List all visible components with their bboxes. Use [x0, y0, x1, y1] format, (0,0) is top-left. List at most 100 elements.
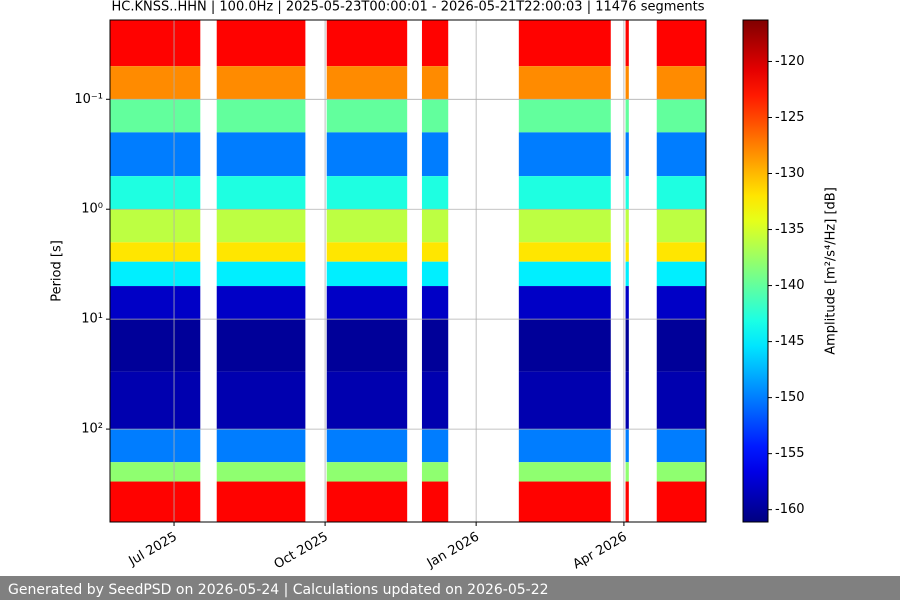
psd-cell — [656, 319, 706, 372]
psd-cell — [625, 481, 629, 522]
psd-cell — [110, 319, 201, 372]
psd-cell — [625, 132, 629, 177]
psd-cell — [518, 319, 611, 372]
psd-cell — [110, 286, 201, 320]
psd-cell — [216, 20, 306, 67]
psd-cell — [326, 20, 408, 67]
psd-cell — [656, 176, 706, 210]
psd-cell — [216, 242, 306, 262]
psd-cell — [421, 429, 449, 463]
psd-cell — [625, 20, 629, 67]
psd-cell — [421, 319, 449, 372]
psd-cell — [518, 66, 611, 100]
psd-cell — [518, 209, 611, 243]
psd-cell — [656, 20, 706, 67]
psd-cell — [216, 319, 306, 372]
psd-cell — [421, 371, 449, 430]
psd-cell — [216, 99, 306, 133]
psd-cell — [421, 176, 449, 210]
psd-cell — [110, 66, 201, 100]
psd-cell — [216, 66, 306, 100]
psd-cell — [518, 132, 611, 177]
psd-cell — [518, 462, 611, 482]
psd-cell — [656, 462, 706, 482]
footer-bar — [0, 576, 900, 600]
psd-cell — [656, 132, 706, 177]
psd-cell — [326, 66, 408, 100]
y-tick-label: 10⁰ — [81, 202, 103, 217]
psd-cell — [625, 261, 629, 287]
psd-cell — [326, 429, 408, 463]
psd-cell — [625, 462, 629, 482]
colorbar-tick-label: -150 — [775, 390, 805, 405]
colorbar-tick-label: -155 — [775, 446, 805, 461]
psd-cell — [421, 286, 449, 320]
psd-cell — [518, 286, 611, 320]
psd-cell — [518, 20, 611, 67]
psd-cell — [625, 66, 629, 100]
psd-cell — [326, 132, 408, 177]
psd-cell — [625, 429, 629, 463]
colorbar-tick-label: -125 — [775, 110, 805, 125]
psd-cell — [421, 261, 449, 287]
colorbar-tick-label: -160 — [775, 502, 805, 517]
y-tick-label: 10¹ — [81, 312, 103, 327]
psd-cell — [421, 209, 449, 243]
psd-cell — [421, 20, 449, 67]
colorbar-tick-label: -140 — [775, 278, 805, 293]
psd-cell — [656, 99, 706, 133]
y-axis-label: Period [s] — [50, 240, 65, 302]
psd-cell — [656, 429, 706, 463]
psd-cell — [326, 319, 408, 372]
psd-cell — [110, 242, 201, 262]
psd-cell — [421, 481, 449, 522]
psd-cell — [656, 371, 706, 430]
chart-title: HC.KNSS..HHN | 100.0Hz | 2025-05-23T00:0… — [111, 0, 704, 15]
psd-cell — [216, 261, 306, 287]
psd-cell — [656, 209, 706, 243]
psd-cell — [518, 176, 611, 210]
psd-cell — [326, 481, 408, 522]
psd-cell — [625, 99, 629, 133]
psd-cell — [110, 429, 201, 463]
psd-cell — [216, 176, 306, 210]
psd-cell — [625, 242, 629, 262]
plot-frame — [109, 19, 707, 523]
psd-cell — [625, 286, 629, 320]
psd-cell — [216, 429, 306, 463]
psd-cell — [326, 242, 408, 262]
psd-cell — [110, 132, 201, 177]
psd-cell — [518, 242, 611, 262]
psd-cell — [326, 286, 408, 320]
psd-cell — [518, 99, 611, 133]
psd-cell — [656, 242, 706, 262]
psd-cell — [216, 209, 306, 243]
colorbar-label: Amplitude [m²/s⁴/Hz] [dB] — [824, 187, 839, 355]
psd-cell — [518, 371, 611, 430]
psd-cell — [216, 371, 306, 430]
psd-cell — [110, 462, 201, 482]
psd-cell — [110, 481, 201, 522]
psd-cell — [518, 429, 611, 463]
psd-cell — [216, 132, 306, 177]
colorbar-tick-label: -135 — [775, 222, 805, 237]
psd-cell — [326, 371, 408, 430]
psd-cell — [216, 462, 306, 482]
psd-cell — [110, 176, 201, 210]
psd-cell — [625, 176, 629, 210]
psd-cell — [326, 261, 408, 287]
footer-text: Generated by SeedPSD on 2026-05-24 | Cal… — [8, 582, 549, 598]
psd-cell — [656, 261, 706, 287]
psd-cell — [421, 99, 449, 133]
psd-cell — [110, 371, 201, 430]
psd-cell — [110, 209, 201, 243]
psd-cell — [216, 481, 306, 522]
psd-cell — [421, 242, 449, 262]
psd-cell — [216, 286, 306, 320]
y-tick-label: 10² — [81, 422, 103, 437]
psd-cell — [421, 66, 449, 100]
psd-cell — [110, 20, 201, 67]
colorbar-tick-label: -120 — [775, 54, 805, 69]
colorbar-tick-label: -145 — [775, 334, 805, 349]
